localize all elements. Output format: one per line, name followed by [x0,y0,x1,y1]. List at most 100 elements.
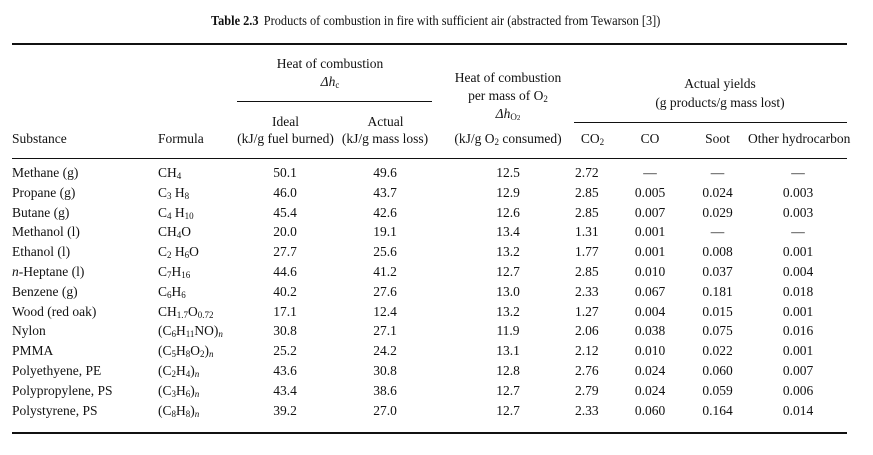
cell-co2: 2.76 [575,363,599,378]
cell-co: 0.001 [634,244,666,260]
cell-other-hydrocarbon: — [791,224,805,240]
table-caption-text: Products of combustion in fire with suff… [263,14,661,29]
cell-heat-per-o2: 11.9 [496,323,520,339]
cell-ideal: 20.0 [273,224,297,240]
cell-other-hydrocarbon: — [791,165,805,180]
ideal-header: Ideal [272,114,299,129]
table-label: Table 2.3 [211,14,259,29]
table-row: Polypropylene, PS (C3H6)n 43.4 38.6 12.7 2.79… [0,383,873,399]
yields-group-rule [574,122,847,123]
cell-formula: C3 H8 [158,184,190,201]
heat-group-rule [237,101,432,102]
cell-heat-per-o2: 12.7 [496,382,520,398]
cell-soot: 0.015 [702,303,733,319]
table-row: Methane (g) CH4 50.1 49.6 12.5 2.72 — — — [0,165,873,181]
cell-soot: 0.059 [702,382,733,398]
cell-soot: 0.008 [702,244,733,260]
cell-ideal: 30.8 [273,323,297,339]
cell-co: 0.005 [634,184,666,200]
cell-ideal: 17.1 [273,303,297,319]
top-rule [12,43,847,45]
cell-co2: 2.12 [575,343,599,359]
cell-soot: 0.181 [702,283,733,299]
cell-other-hydrocarbon: 0.004 [782,264,814,279]
cell-ideal: 27.7 [273,244,297,260]
cell-heat-per-o2: 13.4 [496,224,520,240]
cell-soot: — [710,224,725,240]
bottom-rule [12,432,847,434]
cell-soot: 0.037 [702,264,733,279]
cell-soot: 0.060 [702,363,733,378]
cell-actual: 24.2 [373,343,397,359]
heat-per-o2-line1: Heat of combustion [454,70,562,85]
cell-co: 0.010 [634,343,666,359]
cell-other-hydrocarbon: 0.007 [782,363,814,378]
cell-co2: 2.72 [575,165,599,180]
cell-heat-per-o2: 13.0 [496,283,520,299]
cell-ideal: 43.6 [273,363,297,378]
cell-heat-per-o2: 13.2 [496,244,520,260]
table-row: Methanol (l) CH4O 20.0 19.1 13.4 1.31 0.001 — — [0,224,873,240]
cell-formula: C4 H10 [158,204,194,221]
cell-other-hydrocarbon: 0.003 [782,184,814,200]
table-row: Wood (red oak) CH1.7O0.72 17.1 12.4 13.2 1.27… [0,304,873,320]
cell-other-hydrocarbon: 0.014 [782,402,814,418]
cell-co2: 2.85 [575,204,599,220]
cell-substance: Propane (g) [12,184,76,200]
cell-other-hydrocarbon: 0.006 [782,382,814,398]
cell-actual: 30.8 [373,363,397,378]
soot-header: Soot [705,131,730,146]
cell-substance: Methanol (l) [12,224,80,240]
o2-unit-header: (kJ/g O2 consumed) [454,131,562,147]
cell-formula: (C3H6)n [158,382,200,399]
cell-substance: Methane (g) [12,165,79,180]
table-row: PMMA (C5H8O2)n 25.2 24.2 13.1 2.12 0.010 0.022 0… [0,343,873,359]
cell-ideal: 50.1 [273,165,297,180]
cell-ideal: 45.4 [273,204,297,220]
cell-soot: — [710,165,725,180]
other-hydrocarbon-header: Other hydrocarbon [748,131,851,146]
cell-substance: Benzene (g) [12,283,78,299]
cell-formula: (C2H4)n [158,363,200,379]
cell-co2: 2.06 [575,323,599,339]
cell-co2: 2.85 [575,264,599,279]
cell-substance: Polystyrene, PS [12,402,98,418]
substance-header: Substance [12,131,67,146]
cell-co2: 2.33 [575,283,599,299]
cell-actual: 19.1 [373,224,397,240]
cell-formula: CH4 [158,165,182,181]
cell-formula: C7H16 [158,264,191,280]
cell-co2: 2.33 [575,402,599,418]
cell-co2: 2.85 [575,184,599,200]
cell-formula: (C5H8O2)n [158,343,214,360]
cell-co: 0.004 [634,303,666,319]
cell-ideal: 25.2 [273,343,297,359]
cell-co2: 2.79 [575,382,599,398]
cell-other-hydrocarbon: 0.001 [782,244,814,260]
cell-co2: 1.31 [575,224,599,240]
cell-heat-per-o2: 12.5 [496,165,520,180]
cell-other-hydrocarbon: 0.018 [782,283,814,299]
cell-substance: Ethanol (l) [12,244,71,260]
actual-unit-header: (kJ/g mass loss) [341,131,429,146]
cell-co: 0.038 [634,323,666,339]
cell-actual: 27.6 [373,283,397,299]
cell-co: — [643,165,657,180]
cell-heat-per-o2: 13.2 [496,303,520,319]
cell-co2: 1.27 [575,303,599,319]
cell-heat-per-o2: 12.7 [496,402,520,418]
delta-hc-header: Δhc [320,74,340,90]
cell-substance: PMMA [12,343,54,359]
cell-ideal: 39.2 [273,402,297,418]
cell-heat-per-o2: 12.9 [496,184,520,200]
cell-co: 0.024 [634,363,666,378]
cell-formula: C2 H6O [158,244,199,261]
delta-ho2-header: ΔhO2 [495,106,521,122]
cell-substance: n-Heptane (l) [12,264,85,279]
cell-other-hydrocarbon: 0.003 [782,204,814,220]
co-header: CO [640,131,660,146]
actual-yields-header: Actual yields [684,76,756,91]
cell-actual: 25.6 [373,244,397,260]
cell-other-hydrocarbon: 0.001 [782,343,814,359]
cell-soot: 0.164 [702,402,733,418]
